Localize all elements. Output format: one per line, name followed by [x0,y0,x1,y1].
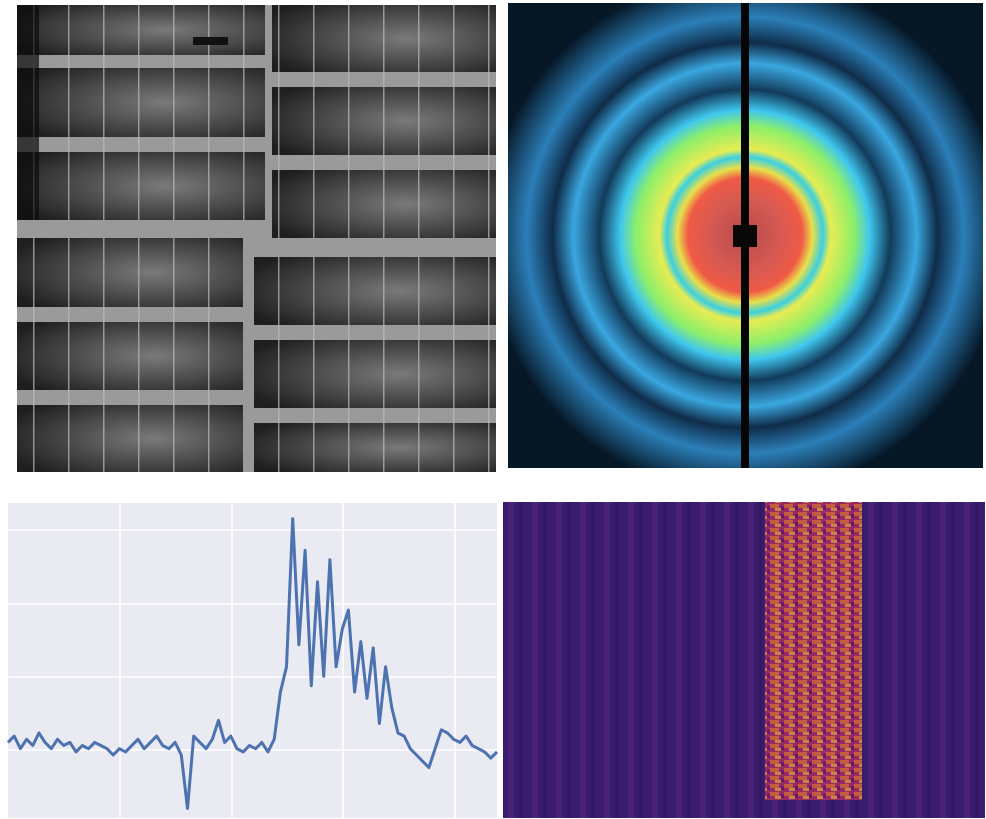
diffraction-image [508,3,983,468]
heatmap [503,502,985,818]
line-plot [6,503,499,818]
data-line [6,517,499,810]
detector-image [17,5,496,472]
